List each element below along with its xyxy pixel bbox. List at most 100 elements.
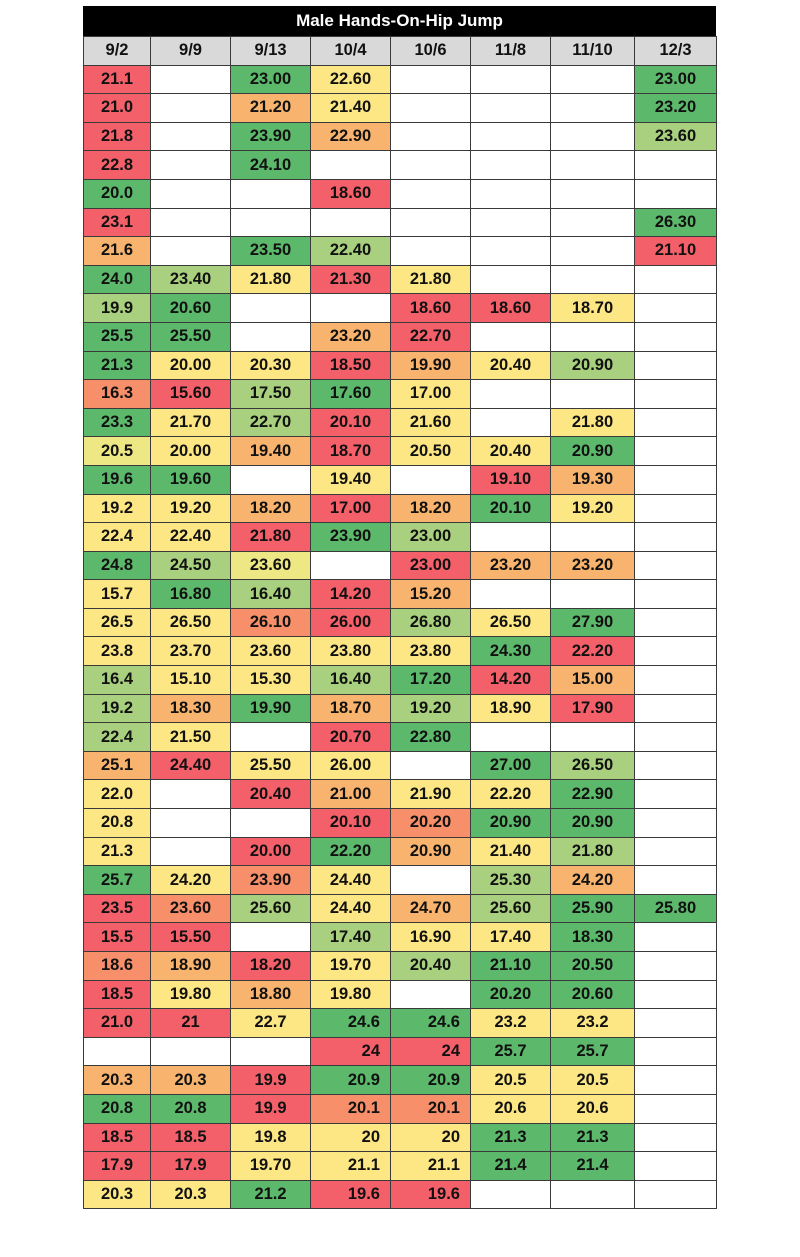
table-cell: 18.5 (150, 1122, 231, 1153)
table-cell: 22.4 (83, 722, 151, 752)
table-cell (390, 150, 471, 180)
table-cell: 20.1 (390, 1093, 471, 1124)
table-cell: 23.00 (390, 550, 471, 581)
table-cell (634, 436, 717, 466)
table-title: Male Hands-On-Hip Jump (83, 6, 716, 36)
table-cell: 21 (150, 1008, 231, 1038)
table-cell: 20.3 (83, 1179, 151, 1210)
table-cell: 22.4 (83, 522, 151, 552)
table-row: 25.1 24.40 25.50 26.00 27.00 26.50 (83, 750, 717, 781)
table-row: 23.1 26.30 (83, 207, 717, 238)
table-cell: 15.60 (150, 379, 231, 409)
table-cell: 24.40 (150, 750, 231, 781)
table-cell: 17.9 (150, 1151, 231, 1181)
table-cell (634, 550, 717, 581)
table-cell (390, 865, 471, 895)
table-cell: 19.60 (150, 464, 231, 495)
table-cell: 21.3 (83, 350, 151, 381)
table-cell: 20.40 (470, 350, 551, 381)
table-cell: 25.7 (83, 865, 151, 895)
table-cell (470, 379, 551, 409)
column-header: 9/2 (83, 36, 151, 66)
table-cell (550, 150, 635, 180)
table-cell: 15.7 (83, 579, 151, 609)
column-header: 9/13 (230, 36, 311, 66)
table-cell: 23.2 (470, 1008, 551, 1038)
table-cell: 18.70 (550, 293, 635, 323)
table-cell: 17.90 (550, 693, 635, 724)
table-cell: 17.00 (390, 379, 471, 409)
table-cell: 24.6 (390, 1008, 471, 1038)
table-cell: 25.7 (470, 1036, 551, 1067)
table-cell (230, 808, 311, 838)
table-cell: 20.8 (150, 1093, 231, 1124)
table-row: 25.7 24.20 23.90 24.40 25.30 24.20 (83, 865, 717, 895)
table-cell: 21.00 (310, 779, 391, 810)
table-cell (634, 293, 717, 323)
table-cell (634, 808, 717, 838)
table-cell: 22.70 (390, 321, 471, 352)
table-cell (634, 493, 717, 524)
table-cell: 20.60 (150, 293, 231, 323)
table-cell (634, 407, 717, 438)
table-cell (470, 207, 551, 238)
table-cell: 22.20 (310, 836, 391, 867)
table-cell (390, 236, 471, 266)
table-cell: 26.30 (634, 207, 717, 238)
table-row: 21.8 23.90 22.90 23.60 (83, 121, 717, 152)
table-cell: 19.20 (150, 493, 231, 524)
table-cell: 24.40 (310, 893, 391, 924)
table-cell (230, 293, 311, 323)
table-cell: 26.00 (310, 607, 391, 638)
table-row: 20.0 18.60 (83, 178, 717, 209)
table-cell (634, 1151, 717, 1181)
table-cell (550, 579, 635, 609)
table-cell: 19.10 (470, 464, 551, 495)
table-cell: 22.8 (83, 150, 151, 180)
table-row: 21.1 23.00 22.60 23.00 (83, 64, 717, 95)
table-cell: 15.10 (150, 665, 231, 695)
table-cell: 23.1 (83, 207, 151, 238)
table-row: 19.2 19.20 18.20 17.00 18.20 20.10 19.20 (83, 493, 717, 524)
table-row: 21.6 23.50 22.40 21.10 (83, 236, 717, 266)
table-cell (634, 1036, 717, 1067)
table-cell (550, 1179, 635, 1210)
table-cell: 21.80 (230, 264, 311, 295)
table-cell: 20.6 (550, 1093, 635, 1124)
table-cell: 22.90 (550, 779, 635, 810)
table-cell: 23.90 (230, 865, 311, 895)
table-cell: 17.00 (310, 493, 391, 524)
table-cell: 21.30 (310, 264, 391, 295)
table-cell: 16.90 (390, 922, 471, 952)
table-cell: 22.40 (150, 522, 231, 552)
table-cell: 17.9 (83, 1151, 151, 1181)
table-cell: 23.8 (83, 636, 151, 667)
table-cell: 23.90 (310, 522, 391, 552)
table-cell: 23.70 (150, 636, 231, 667)
table-cell (550, 321, 635, 352)
table-cell: 20.9 (390, 1065, 471, 1095)
table-cell: 21.4 (470, 1151, 551, 1181)
table-cell: 25.80 (634, 893, 717, 924)
table-cell (634, 379, 717, 409)
table-row: 15.7 16.80 16.40 14.20 15.20 (83, 579, 717, 609)
column-header: 10/4 (310, 36, 391, 66)
table-cell (634, 264, 717, 295)
table-cell: 26.00 (310, 750, 391, 781)
table-cell: 23.50 (230, 236, 311, 266)
table-cell (310, 150, 391, 180)
table-row: 22.4 22.40 21.80 23.90 23.00 (83, 522, 717, 552)
table-cell: 21.70 (150, 407, 231, 438)
table-row: 20.3 20.3 19.9 20.9 20.9 20.5 20.5 (83, 1065, 717, 1095)
table-row: 24.8 24.50 23.60 23.00 23.20 23.20 (83, 550, 717, 581)
table-cell: 20.6 (470, 1093, 551, 1124)
table-cell: 18.20 (390, 493, 471, 524)
table-row: 23.8 23.70 23.60 23.80 23.80 24.30 22.20 (83, 636, 717, 667)
table-cell: 24.0 (83, 264, 151, 295)
table-cell: 20.20 (470, 979, 551, 1010)
table-row: 15.5 15.50 17.40 16.90 17.40 18.30 (83, 922, 717, 952)
table-cell: 21.80 (390, 264, 471, 295)
table-cell: 19.2 (83, 493, 151, 524)
table-cell: 21.0 (83, 1008, 151, 1038)
table-row: 26.5 26.50 26.10 26.00 26.80 26.50 27.90 (83, 607, 717, 638)
